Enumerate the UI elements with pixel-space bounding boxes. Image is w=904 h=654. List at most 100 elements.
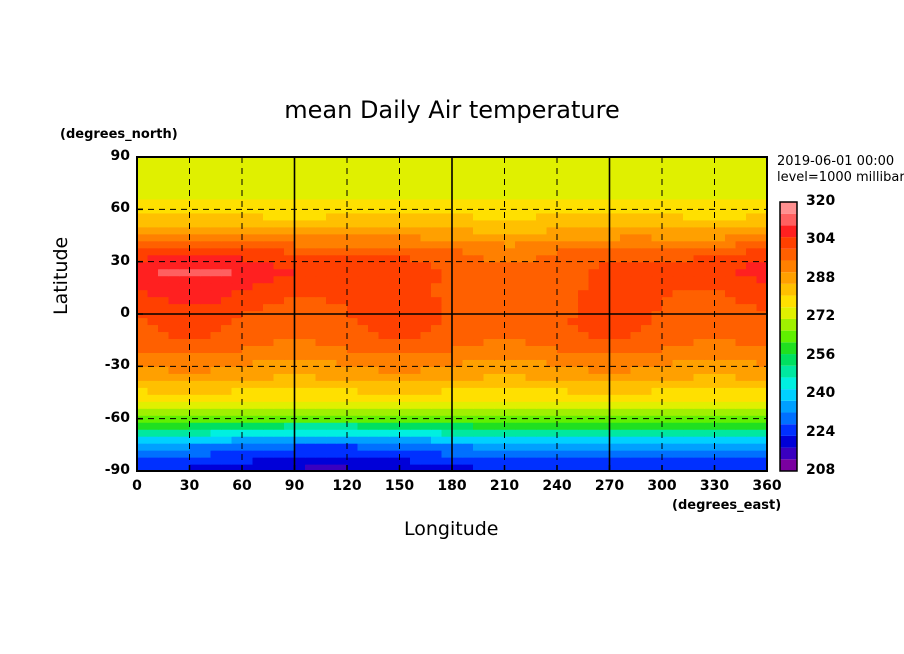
field-cell [200,212,212,221]
field-cell [179,436,191,444]
field-cell [651,184,663,193]
field-cell [273,429,285,437]
field-cell [473,157,485,165]
field-cell [756,303,768,312]
field-cell [735,408,747,416]
field-cell [693,212,705,221]
field-cell [431,282,443,291]
field-cell [588,352,600,360]
field-cell [179,275,191,284]
field-cell [746,387,758,395]
field-cell [662,443,674,451]
field-cell [357,198,369,207]
field-cell [515,170,527,179]
colorbar-tick-label: 240 [806,385,836,402]
field-cell [189,387,201,395]
field-cell [200,240,212,249]
field-cell [452,436,464,444]
field-cell [588,177,600,186]
field-cell [273,352,285,360]
field-cell [578,289,590,298]
field-cell [315,394,327,402]
field-cell [483,387,495,395]
field-cell [252,450,264,458]
field-cell [410,317,422,326]
field-cell [179,338,191,346]
field-cell [651,163,663,172]
field-cell [368,275,380,284]
field-cell [725,275,737,284]
field-cell [662,345,674,353]
field-cell [357,282,369,291]
field-cell [189,296,201,305]
field-cell [473,296,485,305]
field-cell [735,457,747,465]
field-cell [630,268,642,277]
field-cell [557,457,569,465]
field-cell [578,464,590,472]
field-cell [683,450,695,458]
field-cell [735,464,747,472]
field-cell [410,296,422,305]
field-cell [536,408,548,416]
field-cell [672,198,684,207]
field-cell [242,191,254,200]
field-cell [242,324,254,333]
field-cell [147,429,159,437]
field-cell [504,415,516,423]
field-cell [305,352,317,360]
field-cell [221,184,233,193]
field-cell [525,219,537,228]
field-cell [536,205,548,214]
field-cell [441,233,453,242]
field-cell [746,184,758,193]
field-cell [158,317,170,326]
field-cell [494,247,506,256]
field-cell [536,380,548,388]
field-cell [578,317,590,326]
colorbar-tick-label: 208 [806,462,836,478]
field-cell [168,282,180,291]
field-cell [315,401,327,409]
field-cell [672,282,684,291]
field-cell [189,352,201,360]
field-cell [546,380,558,388]
field-cell [735,268,747,277]
field-cell [336,317,348,326]
colorbar-swatch [780,260,797,273]
field-cell [557,191,569,200]
field-cell [168,289,180,298]
field-cell [672,317,684,326]
field-cell [305,394,317,402]
field-cell [567,268,579,277]
field-cell [200,366,212,374]
colorbar-swatch [780,295,797,308]
field-cell [494,429,506,437]
field-cell [557,177,569,186]
field-cell [441,422,453,430]
field-cell [473,170,485,179]
field-cell [389,219,401,228]
field-cell [515,324,527,333]
field-cell [420,226,432,235]
field-cell [158,240,170,249]
field-cell [273,282,285,291]
field-cell [536,457,548,465]
field-cell [525,303,537,312]
field-cell [315,450,327,458]
field-cell [536,184,548,193]
field-cell [399,373,411,381]
field-cell [672,429,684,437]
field-cell [420,163,432,172]
field-cell [137,401,149,409]
field-cell [147,226,159,235]
field-cell [725,415,737,423]
field-cell [557,275,569,284]
field-cell [305,247,317,256]
field-cell [452,163,464,172]
field-cell [347,366,359,374]
field-cell [273,359,285,367]
field-cell [620,296,632,305]
field-cell [662,268,674,277]
field-cell [231,240,243,249]
